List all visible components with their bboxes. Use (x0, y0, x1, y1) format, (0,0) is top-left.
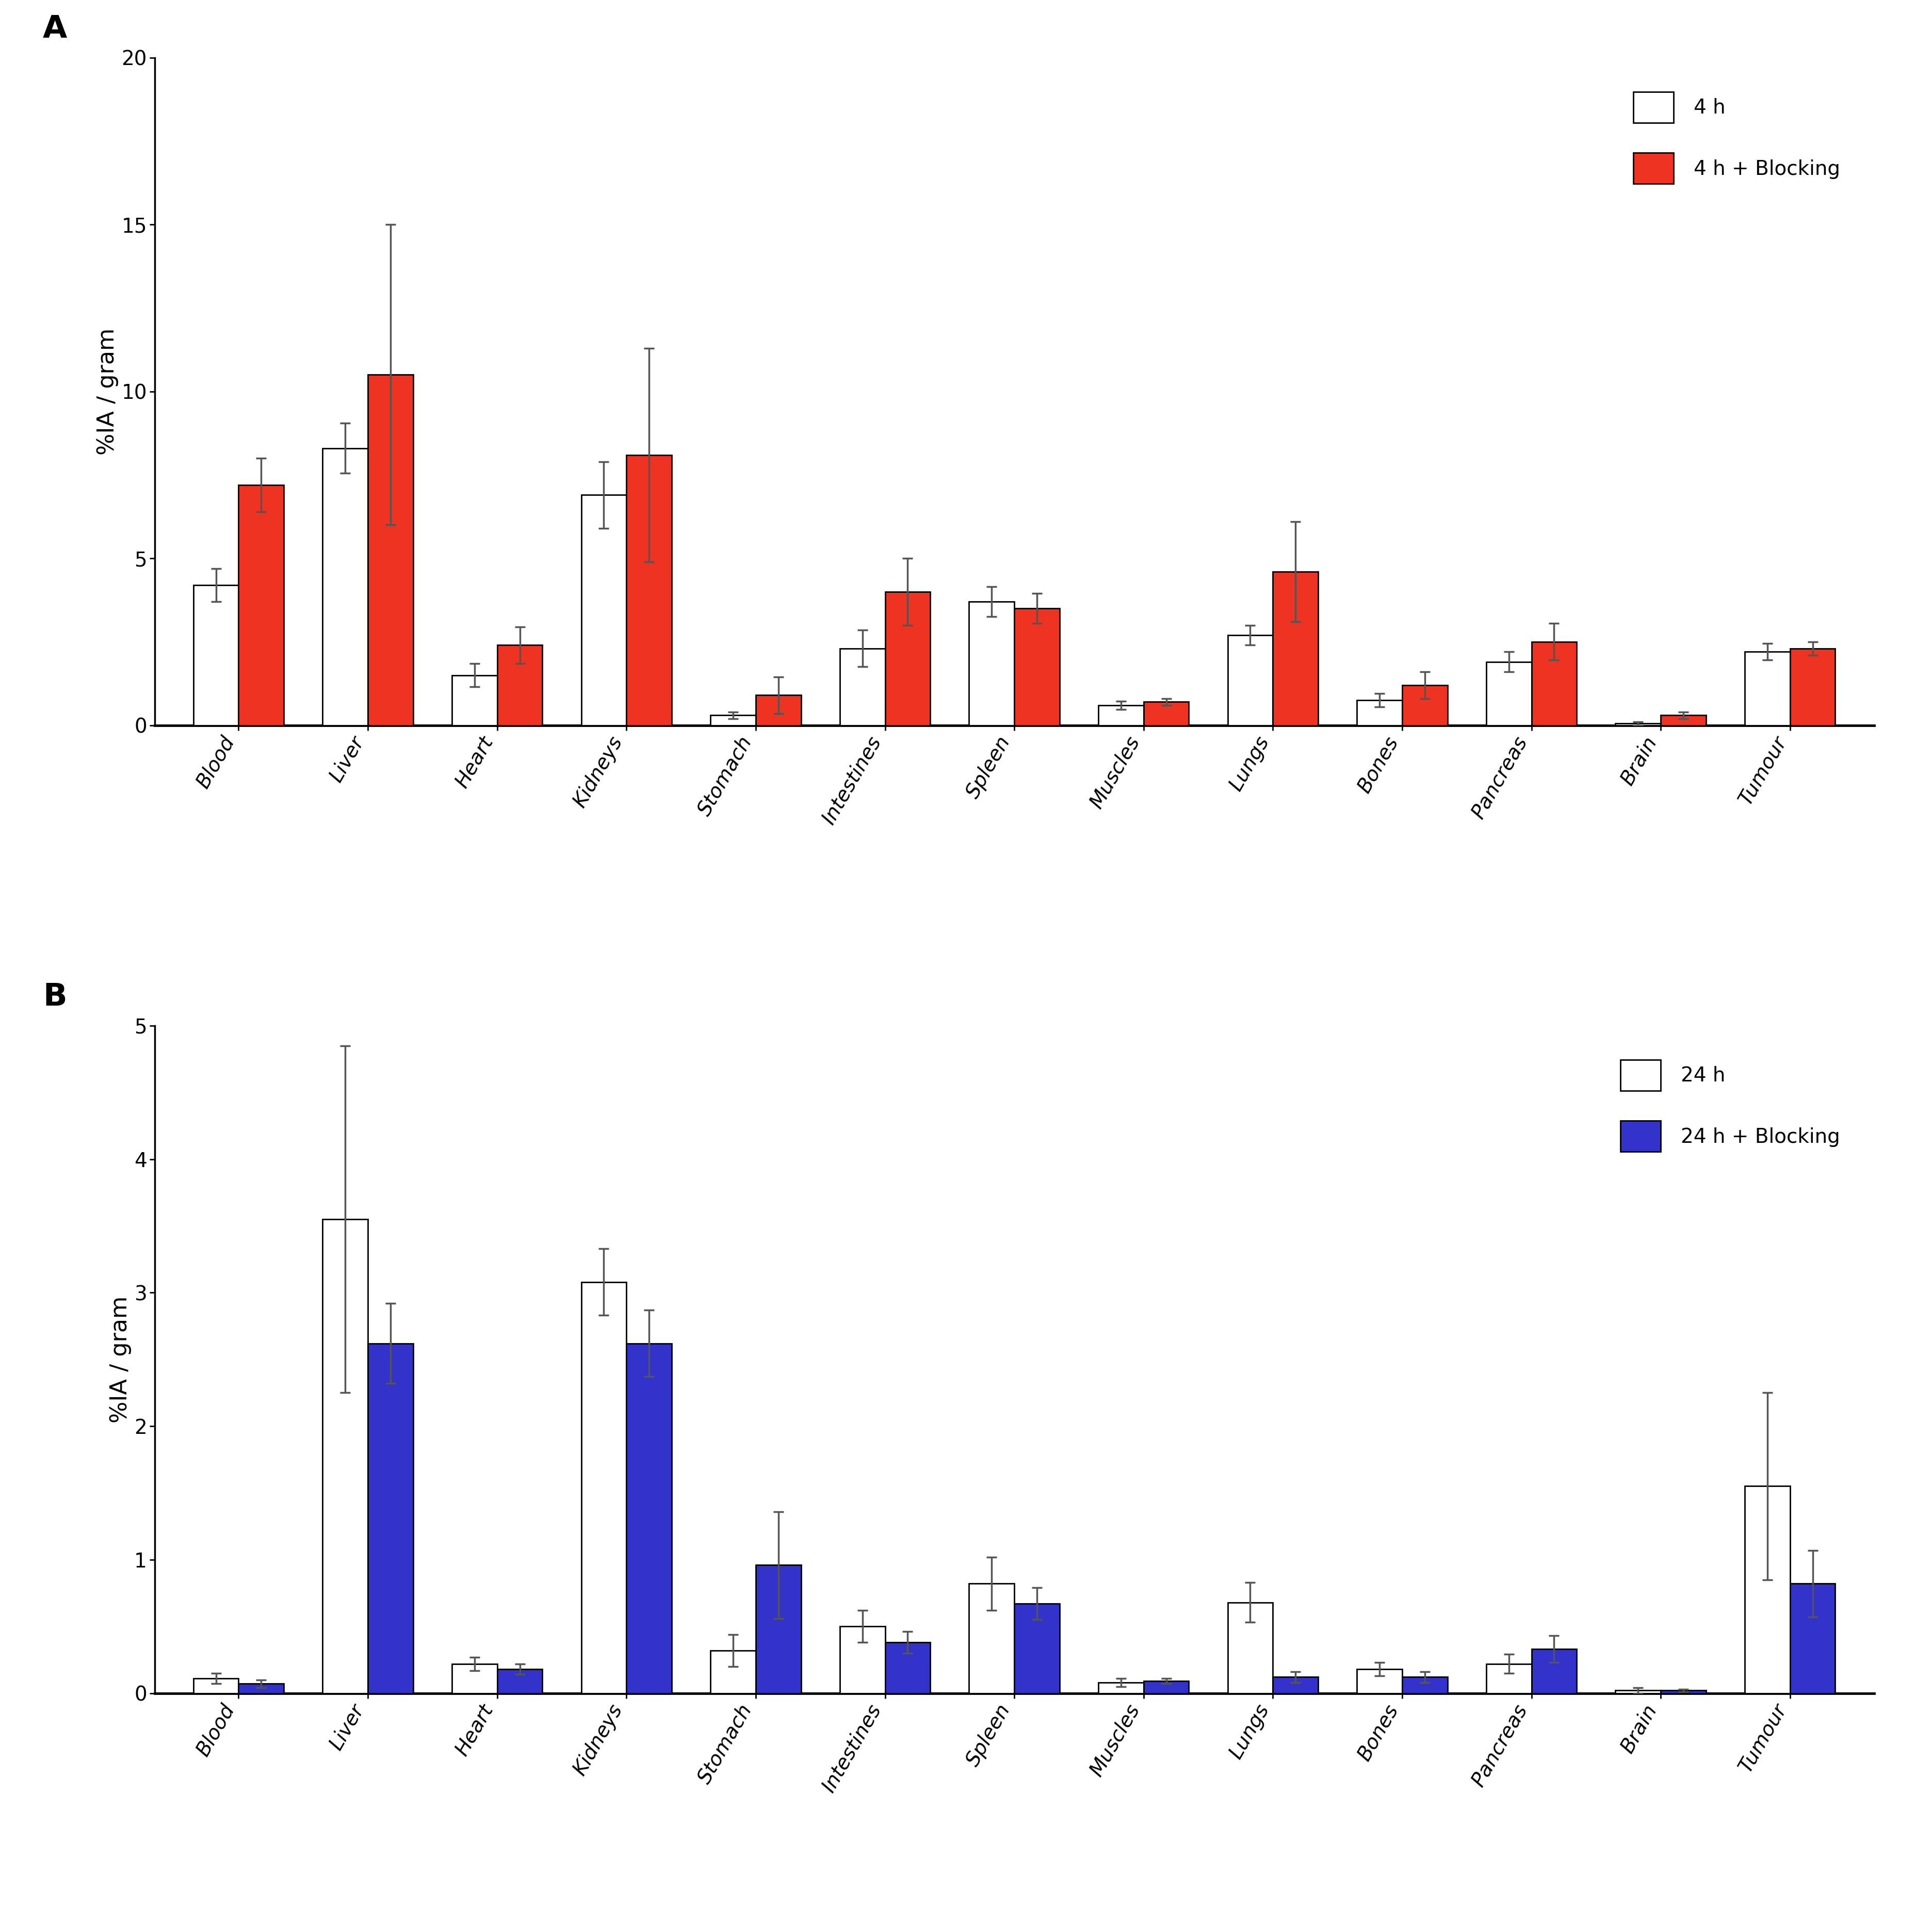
Bar (193, 585, 238, 725)
Bar (1486, 662, 1532, 725)
Legend: 24 h, 24 h + Blocking: 24 h, 24 h + Blocking (1596, 1035, 1864, 1176)
Bar (1745, 652, 1791, 725)
Bar (1532, 1649, 1577, 1693)
Bar (1227, 1603, 1273, 1693)
Bar (1403, 1678, 1447, 1693)
Bar (1273, 571, 1318, 725)
Bar (626, 1343, 672, 1693)
Y-axis label: %IA / gram: %IA / gram (108, 1297, 131, 1424)
Legend: 4 h, 4 h + Blocking: 4 h, 4 h + Blocking (1609, 67, 1864, 208)
Bar (885, 593, 931, 725)
Bar (840, 1626, 885, 1693)
Bar (582, 1281, 626, 1693)
Bar (238, 485, 284, 725)
Bar (238, 1684, 284, 1693)
Bar (1662, 1691, 1706, 1693)
Bar (1791, 1583, 1835, 1693)
Bar (1662, 716, 1706, 725)
Bar (885, 1643, 931, 1693)
Bar (970, 602, 1014, 725)
Bar (755, 1564, 802, 1693)
Bar (1097, 706, 1144, 725)
Bar (452, 675, 497, 725)
Bar (711, 716, 755, 725)
Bar (323, 448, 367, 725)
Bar (970, 1583, 1014, 1693)
Bar (626, 454, 672, 725)
Bar (1144, 1682, 1188, 1693)
Bar (193, 1678, 238, 1693)
Text: A: A (43, 13, 68, 44)
Bar (1791, 648, 1835, 725)
Bar (452, 1664, 497, 1693)
Bar (755, 695, 802, 725)
Bar (497, 645, 543, 725)
Bar (1356, 1670, 1403, 1693)
Bar (323, 1220, 367, 1693)
Bar (582, 494, 626, 725)
Text: B: B (43, 981, 68, 1012)
Bar (1745, 1485, 1791, 1693)
Bar (1532, 643, 1577, 725)
Bar (367, 1343, 413, 1693)
Bar (1144, 702, 1188, 725)
Bar (1097, 1682, 1144, 1693)
Bar (1403, 685, 1447, 725)
Bar (497, 1670, 543, 1693)
Bar (1014, 1605, 1059, 1693)
Bar (1356, 700, 1403, 725)
Y-axis label: %IA / gram: %IA / gram (97, 327, 118, 454)
Bar (1014, 608, 1059, 725)
Bar (1486, 1664, 1532, 1693)
Bar (1273, 1678, 1318, 1693)
Bar (1615, 1691, 1662, 1693)
Bar (840, 648, 885, 725)
Bar (367, 375, 413, 725)
Bar (1227, 635, 1273, 725)
Bar (711, 1651, 755, 1693)
